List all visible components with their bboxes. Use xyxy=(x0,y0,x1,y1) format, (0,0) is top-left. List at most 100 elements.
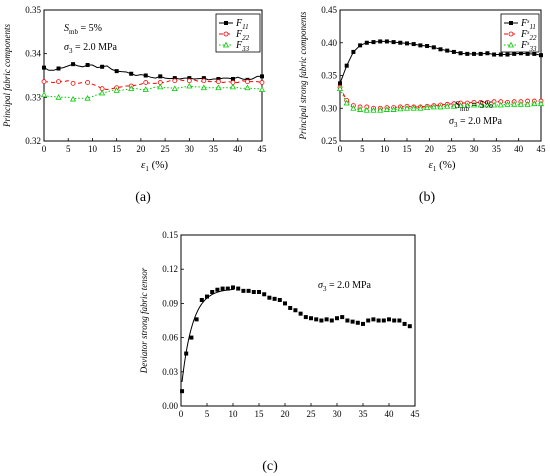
x-tick-label: 25 xyxy=(307,409,317,419)
panel-c-chart: 0 5 10 15 20 25 30 35 40 45 0.00 0.03 0.06 0.09 0.12 0.… xyxy=(139,230,420,474)
data-point xyxy=(157,83,164,90)
x-tick-label: 25 xyxy=(447,144,457,154)
data-point xyxy=(357,106,364,112)
fit-curve xyxy=(181,288,235,382)
legend-box xyxy=(500,13,540,53)
data-point xyxy=(189,335,194,340)
y-tick-label: 0.33 xyxy=(25,92,41,102)
data-point xyxy=(215,287,220,292)
data-point xyxy=(405,41,409,46)
data-point xyxy=(186,78,192,84)
data-point xyxy=(391,40,396,45)
data-point xyxy=(464,102,471,109)
y-axis-label: Principal fabric components xyxy=(2,24,12,128)
data-point xyxy=(505,52,510,57)
data-point xyxy=(392,318,397,323)
data-point xyxy=(531,100,538,107)
legend-marker xyxy=(222,41,230,48)
data-point xyxy=(465,51,470,56)
legend-marker xyxy=(224,21,228,25)
data-point xyxy=(262,292,267,297)
y-tick-label: 0.30 xyxy=(321,103,337,113)
panel-b-chart: 0 5 10 15 20 25 30 35 40 45 0.25 0.30 0.35 0.40 0.45 Pr… xyxy=(298,5,546,205)
x-tick-label: 0 xyxy=(42,144,47,154)
data-point xyxy=(335,316,339,321)
data-point xyxy=(381,318,386,323)
data-point xyxy=(344,63,349,68)
data-point xyxy=(205,294,209,299)
legend-box xyxy=(215,13,261,53)
x-tick-label: 15 xyxy=(255,409,265,419)
data-point xyxy=(477,101,484,108)
data-point xyxy=(363,106,370,113)
legend-label: F22 xyxy=(235,29,250,42)
data-point xyxy=(417,105,424,111)
data-point xyxy=(343,99,350,106)
data-point xyxy=(450,103,457,109)
data-point xyxy=(55,94,62,100)
data-point xyxy=(384,39,389,44)
x-tick-label: 5 xyxy=(205,409,210,419)
data-point xyxy=(390,106,397,112)
data-point xyxy=(491,101,498,108)
x-tick-label: 20 xyxy=(281,409,291,419)
data-point xyxy=(418,43,423,48)
data-point xyxy=(56,66,61,71)
data-point xyxy=(40,91,48,98)
annotation: Smb = 5% xyxy=(455,100,493,113)
data-point xyxy=(259,80,265,85)
data-point xyxy=(324,317,329,322)
series-line xyxy=(43,63,262,81)
y-tick-label: 0.06 xyxy=(162,333,178,343)
data-point xyxy=(411,42,416,47)
x-tick-label: 35 xyxy=(209,144,219,154)
x-tick-label: 10 xyxy=(380,144,390,154)
legend-label: Fs33 xyxy=(520,40,537,53)
data-point xyxy=(128,85,135,91)
x-tick-label: 5 xyxy=(360,144,365,154)
data-point xyxy=(84,94,91,101)
data-point xyxy=(172,76,177,81)
x-tick-label: 40 xyxy=(233,144,243,154)
data-point xyxy=(199,297,204,302)
data-point xyxy=(85,80,90,85)
data-point xyxy=(438,47,443,52)
legend-label: Fs22 xyxy=(520,29,537,42)
y-tick-label: 0.12 xyxy=(162,264,178,274)
data-point xyxy=(329,318,334,323)
data-point xyxy=(383,106,390,112)
x-axis-label: ε1 (%) xyxy=(141,159,168,173)
x-tick-label: 5 xyxy=(66,144,71,154)
y-tick-label: 0.32 xyxy=(25,136,41,146)
data-point xyxy=(267,295,272,300)
panel-a-chart: 0 5 10 15 20 25 30 35 40 45 0.32 0.33 0.34 0.35 Princi… xyxy=(2,5,267,205)
x-tick-label: 35 xyxy=(492,144,502,154)
data-point xyxy=(215,84,222,91)
y-tick-label: 0.25 xyxy=(321,136,337,146)
y-tick-label: 0.00 xyxy=(162,401,178,411)
data-point xyxy=(246,288,251,293)
data-point xyxy=(71,62,76,67)
data-point xyxy=(345,318,350,323)
data-point xyxy=(497,101,504,108)
data-point xyxy=(457,102,464,109)
data-point xyxy=(129,71,134,76)
data-point xyxy=(215,79,221,85)
data-point xyxy=(425,44,430,49)
data-point xyxy=(478,51,483,56)
data-point xyxy=(231,285,235,290)
x-tick-label: 35 xyxy=(359,409,369,419)
data-point xyxy=(350,319,355,324)
data-point xyxy=(142,86,149,92)
data-point xyxy=(257,290,261,294)
data-point xyxy=(186,82,193,89)
data-point xyxy=(445,48,450,53)
data-point xyxy=(470,101,478,108)
legend-marker xyxy=(223,31,229,37)
data-point xyxy=(216,76,221,81)
data-point xyxy=(485,51,490,56)
legend-marker xyxy=(509,21,513,25)
data-point xyxy=(244,84,251,91)
data-point xyxy=(194,317,199,322)
